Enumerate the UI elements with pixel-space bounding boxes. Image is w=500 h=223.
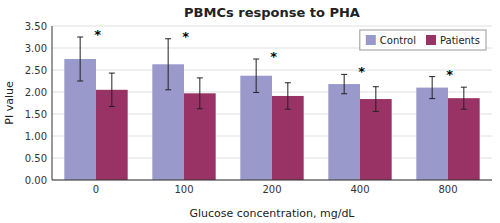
legend-swatch (426, 35, 436, 45)
error-line (256, 59, 257, 92)
x-tick-label: 100 (174, 184, 193, 195)
error-bar (109, 73, 115, 106)
error-cap (373, 111, 379, 112)
error-cap (285, 82, 291, 83)
error-bar (77, 37, 83, 81)
error-cap (77, 37, 83, 38)
error-line (111, 73, 112, 106)
x-tick-label: 800 (438, 184, 457, 195)
bar (328, 84, 360, 180)
bar (448, 98, 480, 180)
error-bar (461, 87, 467, 109)
grid-line (52, 70, 492, 71)
bar (360, 99, 392, 180)
error-cap (429, 76, 435, 77)
grid-line (52, 180, 492, 181)
error-cap (77, 81, 83, 82)
y-tick-label: 1.00 (25, 131, 47, 142)
error-line (432, 77, 433, 99)
annotation: * (446, 67, 453, 82)
plot-area (52, 26, 492, 180)
x-tick-label: 200 (262, 184, 281, 195)
error-cap (109, 73, 115, 74)
annotation: * (94, 27, 101, 42)
error-cap (197, 108, 203, 109)
y-tick-label: 2.00 (25, 87, 47, 98)
annotation: * (270, 49, 277, 64)
legend-box (360, 30, 486, 50)
legend-swatch (366, 35, 376, 45)
error-cap (165, 38, 171, 39)
error-line (168, 39, 169, 90)
error-line (375, 87, 376, 112)
error-bar (341, 74, 347, 93)
legend-label: Control (380, 35, 416, 46)
error-line (80, 37, 81, 81)
error-bar (285, 83, 291, 109)
y-tick-label: 3.50 (25, 21, 47, 32)
marks (64, 37, 479, 180)
grid-line (52, 26, 492, 27)
error-cap (429, 98, 435, 99)
error-cap (165, 89, 171, 90)
error-line (463, 87, 464, 109)
error-cap (285, 109, 291, 110)
error-cap (253, 92, 259, 93)
error-cap (197, 77, 203, 78)
x-axis (52, 180, 492, 181)
bar (416, 88, 448, 180)
error-line (344, 74, 345, 93)
error-cap (461, 87, 467, 88)
y-axis-label: PI value (3, 81, 16, 125)
legend-label: Patients (440, 35, 480, 46)
error-cap (341, 74, 347, 75)
error-line (287, 83, 288, 109)
error-bar (373, 87, 379, 112)
annotation: * (358, 64, 365, 79)
error-cap (373, 86, 379, 87)
title: PBMCs response to PHA (184, 5, 360, 20)
error-bar (197, 78, 203, 109)
y-tick-label: 3.00 (25, 43, 47, 54)
error-bar (165, 39, 171, 90)
y-axis (52, 26, 53, 180)
error-cap (341, 93, 347, 94)
error-cap (461, 109, 467, 110)
y-tick-label: 2.50 (25, 65, 47, 76)
legend: Control Patients (360, 30, 486, 50)
error-cap (253, 59, 259, 60)
error-bar (253, 59, 259, 92)
error-bar (429, 77, 435, 99)
annotation: * (182, 29, 189, 44)
x-axis-label: Glucose concentration, mg/dL (189, 207, 355, 220)
y-tick-label: 0.50 (25, 153, 47, 164)
x-tick-label: 0 (93, 184, 99, 195)
error-cap (109, 106, 115, 107)
x-tick-label: 400 (350, 184, 369, 195)
y-tick-label: 0.00 (25, 175, 47, 186)
error-line (199, 78, 200, 109)
y-tick-label: 1.50 (25, 109, 47, 120)
